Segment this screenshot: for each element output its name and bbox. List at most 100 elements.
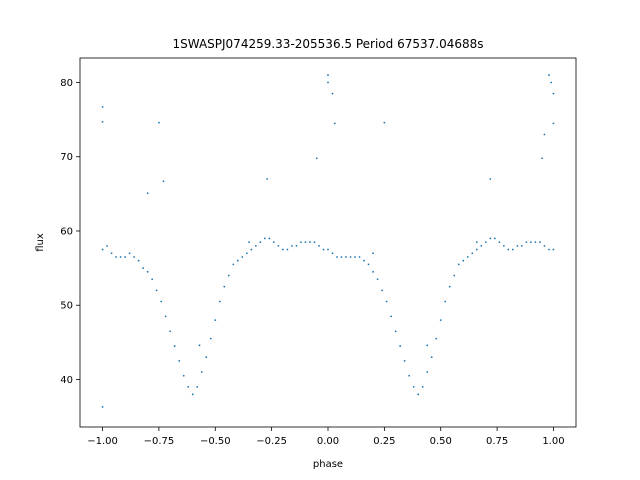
data-point: [223, 285, 226, 288]
data-point: [471, 252, 474, 255]
data-point: [101, 106, 104, 108]
data-point: [552, 248, 555, 251]
data-point: [435, 337, 438, 340]
data-point: [363, 259, 365, 262]
data-point: [349, 256, 352, 258]
data-point: [430, 356, 433, 359]
data-point: [412, 386, 415, 388]
x-tick-label: 0.00: [317, 436, 339, 447]
data-point: [489, 237, 492, 240]
data-point: [300, 241, 302, 244]
data-point: [550, 81, 553, 84]
data-point: [421, 386, 424, 388]
y-tick-label: 60: [60, 226, 73, 237]
y-tick-label: 50: [60, 301, 73, 312]
data-point: [552, 92, 555, 95]
data-point: [484, 241, 487, 244]
x-tick-label: 0.25: [373, 436, 395, 447]
data-point: [516, 244, 519, 247]
data-point: [178, 360, 181, 362]
data-point: [372, 270, 374, 273]
x-tick-label: −1.00: [87, 436, 118, 447]
data-point: [164, 315, 167, 318]
data-point: [182, 374, 185, 377]
x-tick-label: 0.75: [486, 436, 508, 447]
data-point: [128, 252, 131, 255]
data-point: [439, 319, 442, 321]
y-axis-ticks: 40 50 60 70 80: [60, 78, 80, 386]
data-point: [268, 237, 271, 240]
data-point: [218, 300, 221, 303]
data-point: [322, 248, 325, 251]
data-point: [507, 248, 510, 251]
data-point: [101, 406, 104, 408]
data-point: [119, 256, 122, 258]
data-point: [354, 256, 356, 258]
data-point: [385, 300, 388, 303]
data-point: [282, 248, 284, 251]
data-point: [489, 178, 492, 180]
data-point: [196, 386, 199, 388]
x-tick-label: −0.75: [144, 436, 175, 447]
data-point: [291, 244, 293, 247]
data-point: [142, 267, 145, 270]
data-point: [309, 241, 311, 244]
data-point: [315, 157, 318, 160]
data-point: [372, 252, 374, 255]
data-points: [101, 74, 555, 408]
data-point: [146, 270, 149, 273]
data-point: [295, 244, 298, 247]
data-point: [313, 241, 316, 244]
data-point: [277, 244, 280, 247]
data-point: [327, 74, 329, 76]
x-axis-label: phase: [313, 459, 343, 470]
data-point: [137, 259, 140, 262]
data-point: [543, 133, 546, 136]
data-point: [214, 319, 217, 321]
data-point: [245, 252, 248, 255]
data-point: [480, 244, 483, 247]
data-point: [318, 244, 320, 247]
data-point: [304, 241, 307, 244]
data-point: [110, 252, 113, 255]
data-point: [162, 180, 165, 183]
data-point: [146, 192, 149, 195]
data-point: [209, 337, 212, 340]
data-point: [250, 248, 253, 251]
data-point: [543, 244, 546, 247]
data-point: [254, 244, 257, 247]
data-point: [457, 263, 460, 266]
data-point: [530, 241, 532, 244]
data-point: [232, 263, 235, 266]
data-point: [466, 256, 469, 258]
data-point: [340, 256, 343, 258]
data-point: [263, 237, 266, 240]
data-point: [511, 248, 514, 251]
data-point: [417, 393, 420, 396]
data-point: [151, 278, 154, 281]
data-point: [376, 278, 379, 281]
data-point: [241, 256, 244, 258]
data-point: [552, 122, 555, 125]
data-point: [444, 300, 447, 303]
data-point: [408, 374, 411, 377]
data-point: [331, 252, 334, 255]
data-point: [525, 241, 528, 244]
data-point: [259, 241, 262, 244]
data-point: [534, 241, 537, 244]
x-axis-ticks: −1.00 −0.75 −0.50 −0.25 0.00 0.25 0.50 0.75 1.00: [87, 427, 565, 447]
data-point: [106, 244, 108, 247]
data-point: [453, 274, 456, 277]
x-tick-label: 1.00: [542, 436, 564, 447]
data-point: [327, 248, 329, 251]
data-point: [381, 289, 384, 292]
data-point: [160, 300, 163, 303]
data-point: [286, 248, 289, 251]
data-point: [198, 344, 201, 347]
data-point: [475, 248, 478, 251]
data-point: [124, 256, 126, 258]
data-point: [367, 263, 370, 266]
data-point: [158, 121, 160, 124]
x-tick-label: −0.50: [200, 436, 231, 447]
data-point: [548, 248, 550, 251]
